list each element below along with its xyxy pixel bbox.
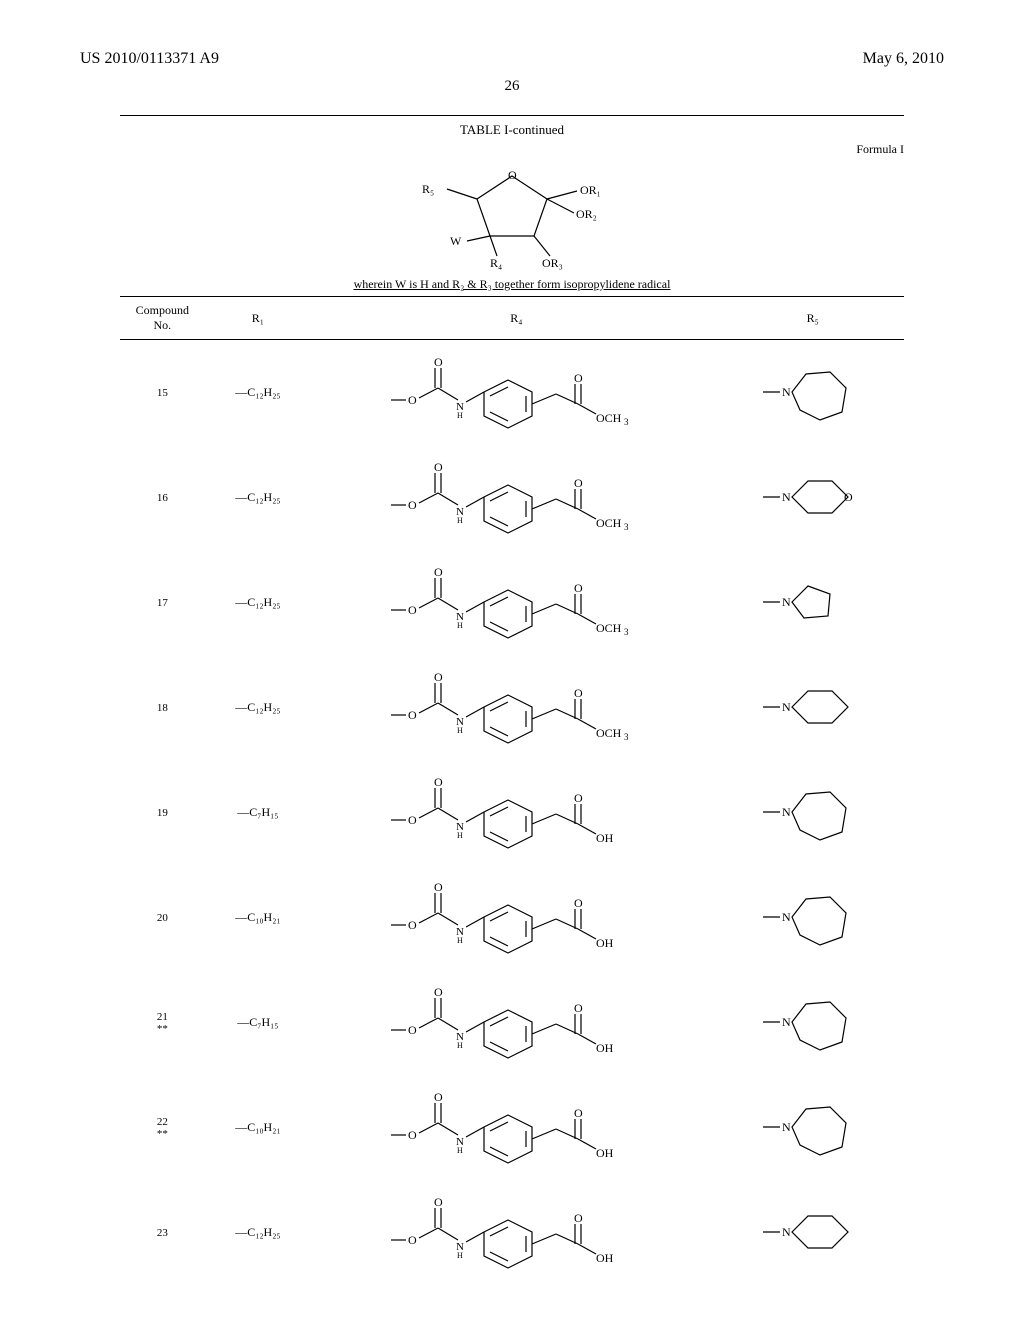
svg-text:OCH: OCH — [596, 411, 622, 425]
svg-text:OH: OH — [596, 1041, 614, 1055]
svg-text:OH: OH — [596, 936, 614, 950]
r1-value: —C₁₀H₂₁ — [205, 865, 311, 970]
table-row: 19—C₇H₁₅ OH — [120, 760, 904, 865]
r5-structure — [722, 1180, 904, 1285]
col-compound-no: Compound No. — [120, 297, 205, 340]
col-r5: R₅ — [722, 297, 904, 340]
patent-number: US 2010/0113371 A9 — [80, 50, 219, 68]
svg-text:OR₃: OR₃ — [542, 256, 563, 270]
svg-text:3: 3 — [624, 627, 629, 637]
r1-value: —C₁₂H₂₅ — [205, 1180, 311, 1285]
svg-text:3: 3 — [624, 732, 629, 742]
compound-table: Compound No. R₁ R₄ R₅ 15—C₁₂H₂₅OCH316—C₁… — [120, 296, 904, 1285]
formula-structure: O R₅ OR₁ OR₂ OR₃ R₄ W — [80, 161, 944, 271]
r5-structure — [722, 550, 904, 655]
r1-value: —C₁₀H₂₁ — [205, 1075, 311, 1180]
svg-text:O: O — [508, 168, 517, 182]
page-header: US 2010/0113371 A9 May 6, 2010 — [80, 50, 944, 68]
r4-structure: OCH3 — [311, 340, 721, 446]
svg-text:R₄: R₄ — [490, 256, 502, 270]
table-row: 21 **—C₇H₁₅ OH — [120, 970, 904, 1075]
svg-text:W: W — [450, 234, 462, 248]
r1-value: —C₁₂H₂₅ — [205, 655, 311, 760]
table-row: 20—C₁₀H₂₁ OH — [120, 865, 904, 970]
table-header-row: Compound No. R₁ R₄ R₅ — [120, 297, 904, 340]
formula-label: Formula I — [80, 142, 944, 157]
r5-structure — [722, 970, 904, 1075]
svg-text:OH: OH — [596, 1251, 614, 1265]
r4-structure: OH — [311, 1075, 721, 1180]
formula-caption: wherein W is H and R₂ & R₃ together form… — [80, 277, 944, 292]
col-r1: R₁ — [205, 297, 311, 340]
r5-structure — [722, 1075, 904, 1180]
compound-no: 21 ** — [120, 970, 205, 1075]
r1-value: —C₁₂H₂₅ — [205, 445, 311, 550]
r5-structure — [722, 760, 904, 865]
compound-no: 17 — [120, 550, 205, 655]
compound-no: 15 — [120, 340, 205, 446]
r5-structure — [722, 655, 904, 760]
r1-value: —C₁₂H₂₅ — [205, 340, 311, 446]
table-row: 16—C₁₂H₂₅OCH3 — [120, 445, 904, 550]
r1-value: —C₇H₁₅ — [205, 760, 311, 865]
compound-no: 22 ** — [120, 1075, 205, 1180]
compound-no: 23 — [120, 1180, 205, 1285]
publication-date: May 6, 2010 — [863, 50, 944, 68]
page-container: US 2010/0113371 A9 May 6, 2010 26 TABLE … — [0, 0, 1024, 1315]
svg-text:OCH: OCH — [596, 516, 622, 530]
table-title: TABLE I-continued — [80, 122, 944, 138]
r4-structure: OCH3 — [311, 550, 721, 655]
svg-text:OCH: OCH — [596, 621, 622, 635]
svg-text:OH: OH — [596, 1146, 614, 1160]
table-top-rule — [120, 115, 904, 116]
r4-structure: OH — [311, 760, 721, 865]
compound-no: 16 — [120, 445, 205, 550]
svg-text:3: 3 — [624, 522, 629, 532]
compound-no: 20 — [120, 865, 205, 970]
table-row: 18—C₁₂H₂₅OCH3 — [120, 655, 904, 760]
svg-text:3: 3 — [624, 417, 629, 427]
r5-structure — [722, 445, 904, 550]
table-row: 15—C₁₂H₂₅OCH3 — [120, 340, 904, 446]
compound-no: 19 — [120, 760, 205, 865]
r4-structure: OH — [311, 970, 721, 1075]
table-row: 22 **—C₁₀H₂₁ OH — [120, 1075, 904, 1180]
page-number: 26 — [80, 78, 944, 95]
compound-no: 18 — [120, 655, 205, 760]
svg-text:OCH: OCH — [596, 726, 622, 740]
r5-structure — [722, 865, 904, 970]
svg-text:R₅: R₅ — [422, 182, 434, 196]
table-row: 23—C₁₂H₂₅ OH — [120, 1180, 904, 1285]
r4-structure: OCH3 — [311, 445, 721, 550]
svg-text:OR₂: OR₂ — [576, 207, 597, 221]
r4-structure: OH — [311, 1180, 721, 1285]
r1-value: —C₁₂H₂₅ — [205, 550, 311, 655]
r4-structure: OH — [311, 865, 721, 970]
table-row: 17—C₁₂H₂₅OCH3 — [120, 550, 904, 655]
r5-structure — [722, 340, 904, 446]
col-r4: R₄ — [311, 297, 721, 340]
r1-value: —C₇H₁₅ — [205, 970, 311, 1075]
svg-text:OR₁: OR₁ — [580, 183, 601, 197]
r4-structure: OCH3 — [311, 655, 721, 760]
svg-text:OH: OH — [596, 831, 614, 845]
